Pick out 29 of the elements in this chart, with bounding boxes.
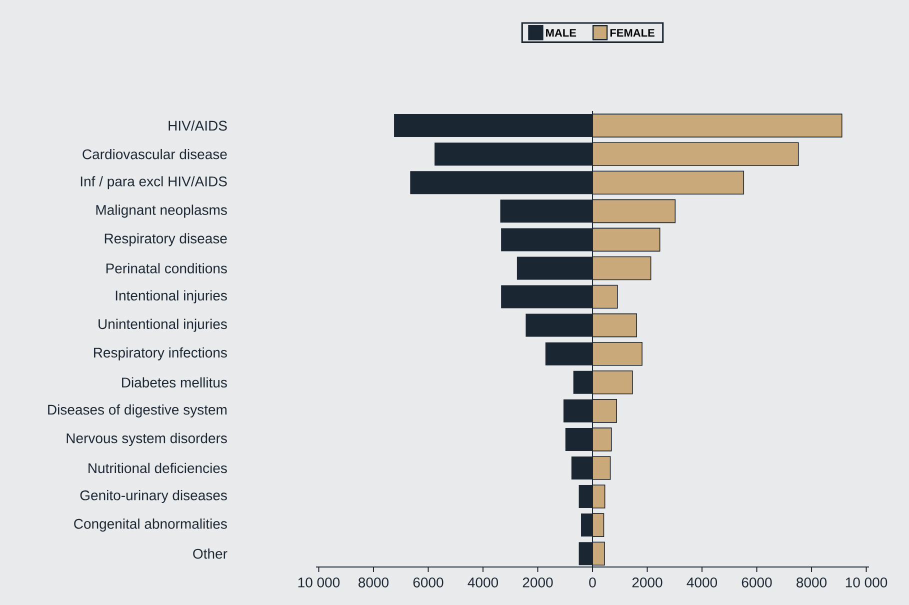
y-tick-label: Respiratory infections: [94, 347, 227, 360]
x-tick-label: 6000: [413, 578, 444, 588]
y-tick-label: Inf / para excl HIV/AIDS: [80, 176, 227, 190]
y-tick-label: Congenital abnormalities: [74, 518, 227, 532]
x-tick-label: 2000: [522, 578, 553, 588]
y-tick-label: Intentional injuries: [116, 290, 227, 304]
x-tick-label: 6000: [742, 578, 772, 588]
y-tick-label: Cardiovascular disease: [82, 148, 227, 160]
x-tick-label: 8000: [796, 578, 827, 588]
x-tick-label: 2000: [632, 578, 662, 588]
y-tick-label: Nutritional deficiencies: [88, 462, 227, 474]
y-tick-label: Nervous system disorders: [66, 432, 227, 446]
y-tick-label: Genito-urinary diseases: [80, 490, 227, 504]
y-tick-label: Respiratory disease: [104, 233, 227, 246]
y-tick-label: Perinatal conditions: [106, 263, 227, 274]
legend-label: FEMALE: [610, 29, 654, 37]
y-tick-label: Unintentional injuries: [98, 318, 227, 332]
x-tick-label: 10 000: [846, 578, 888, 588]
y-tick-label: Malignant neoplasms: [96, 204, 227, 218]
x-tick-label: 8000: [358, 578, 389, 588]
y-tick-label: Diseases of digestive system: [48, 404, 227, 418]
y-tick-label: Diabetes mellitus: [122, 377, 227, 388]
y-tick-label: HIV/AIDS: [168, 120, 227, 131]
x-tick-label: 4000: [468, 578, 498, 588]
x-tick-label: 4000: [686, 578, 718, 588]
x-tick-label: 10 000: [298, 578, 340, 588]
x-tick-label: 0: [589, 578, 596, 588]
y-tick-label: Other: [193, 548, 228, 559]
legend-label: MALE: [546, 29, 576, 37]
